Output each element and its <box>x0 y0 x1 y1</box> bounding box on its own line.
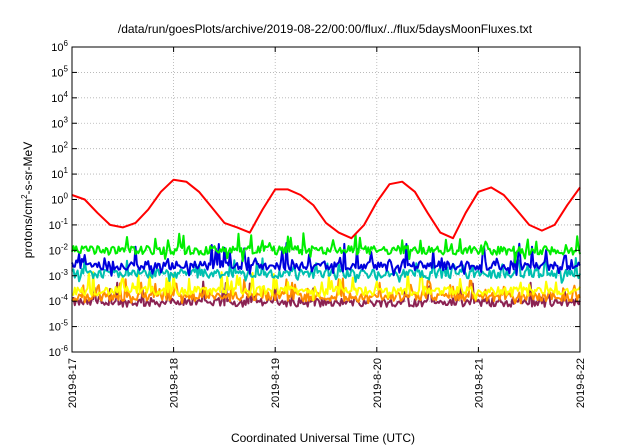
series-line <box>71 232 581 264</box>
series-line <box>71 178 581 240</box>
y-axis-label: protons/cm2-s-sr-MeV <box>20 142 35 258</box>
y-tick-label: 105 <box>51 64 68 79</box>
y-tick-label: 104 <box>51 90 68 105</box>
y-tick-label: 10-6 <box>49 344 69 359</box>
y-tick-label: 102 <box>51 141 68 156</box>
x-axis-label: Coordinated Universal Time (UTC) <box>231 431 415 445</box>
x-tick-label: 2019-8-17 <box>67 358 79 408</box>
series-group <box>71 178 581 308</box>
y-tick-label: 103 <box>51 115 68 130</box>
x-tick-label: 2019-8-21 <box>473 358 485 408</box>
y-tick-label: 10-2 <box>49 242 69 257</box>
series-line <box>71 242 581 277</box>
y-tick-label: 10-4 <box>49 293 69 308</box>
y-tick-label: 10-5 <box>49 319 69 334</box>
y-tick-label: 100 <box>51 192 68 207</box>
x-tick-label: 2019-8-22 <box>575 358 587 408</box>
x-tick-label: 2019-8-20 <box>372 358 384 408</box>
y-tick-label: 10-1 <box>49 217 69 232</box>
y-axis: 10-6 10-5 10-4 10-3 10-2 10-1 100 101 102 103 104 1… <box>49 39 580 359</box>
series-line <box>71 271 581 302</box>
series-line <box>71 280 581 308</box>
x-axis: 2019-8-17 2019-8-18 2019-8-19 2019-8-20 2019… <box>67 47 587 408</box>
y-tick-label: 10-3 <box>49 268 69 283</box>
y-tick-label: 101 <box>51 166 68 181</box>
chart-title: /data/run/goesPlots/archive/2019-08-22/0… <box>118 22 533 36</box>
x-tick-label: 2019-8-18 <box>169 358 181 408</box>
y-tick-label: 106 <box>51 39 68 54</box>
x-tick-label: 2019-8-19 <box>270 358 282 408</box>
